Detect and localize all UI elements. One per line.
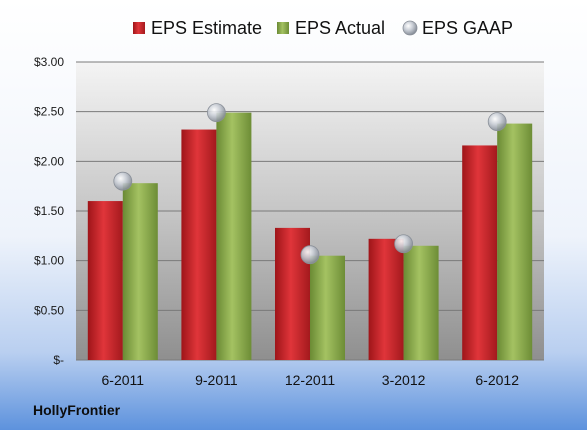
bar-eps-estimate xyxy=(87,201,123,360)
legend-swatch xyxy=(277,22,289,34)
bar-eps-estimate xyxy=(368,238,404,360)
x-axis-ticks: 6-2011 9-2011 12-2011 3-2012 6-2012 xyxy=(102,372,520,388)
y-tick-label: $2.50 xyxy=(34,105,64,119)
legend-label: EPS Estimate xyxy=(151,18,262,38)
x-tick-label: 9-2011 xyxy=(195,372,238,388)
legend-label: EPS GAAP xyxy=(422,18,513,38)
x-tick-label: 12-2011 xyxy=(285,372,336,388)
y-tick-label: $3.00 xyxy=(34,55,64,69)
x-tick-label: 3-2012 xyxy=(382,372,426,388)
marker-eps-gaap xyxy=(487,112,507,131)
bar-eps-actual xyxy=(216,112,252,360)
company-name: HollyFrontier xyxy=(33,402,121,418)
y-tick-label: $2.00 xyxy=(34,154,64,168)
x-tick-label: 6-2012 xyxy=(475,372,519,388)
legend: EPS Estimate EPS Actual EPS GAAP xyxy=(133,18,513,38)
y-axis-ticks: $- $0.50 $1.00 $1.50 $2.00 $2.50 $3.00 xyxy=(34,55,64,367)
bar-eps-actual xyxy=(310,255,345,360)
marker-eps-gaap xyxy=(394,234,414,254)
marker-eps-gaap xyxy=(300,245,320,265)
x-tick-label: 6-2011 xyxy=(102,372,145,388)
bar-eps-actual xyxy=(497,123,533,360)
legend-label: EPS Actual xyxy=(295,18,385,38)
bars xyxy=(87,112,533,360)
marker-eps-gaap xyxy=(113,171,133,191)
y-tick-label: $- xyxy=(53,353,64,367)
legend-swatch xyxy=(133,22,145,34)
y-tick-label: $0.50 xyxy=(34,303,64,317)
y-tick-label: $1.00 xyxy=(34,254,64,268)
bar-eps-estimate xyxy=(462,145,498,360)
legend-swatch xyxy=(402,20,418,36)
marker-eps-gaap xyxy=(206,103,226,123)
bar-eps-estimate xyxy=(181,129,217,360)
bar-eps-actual xyxy=(403,245,439,360)
y-tick-label: $1.50 xyxy=(34,204,64,218)
gaap-markers xyxy=(113,103,507,265)
bar-eps-actual xyxy=(122,183,158,360)
